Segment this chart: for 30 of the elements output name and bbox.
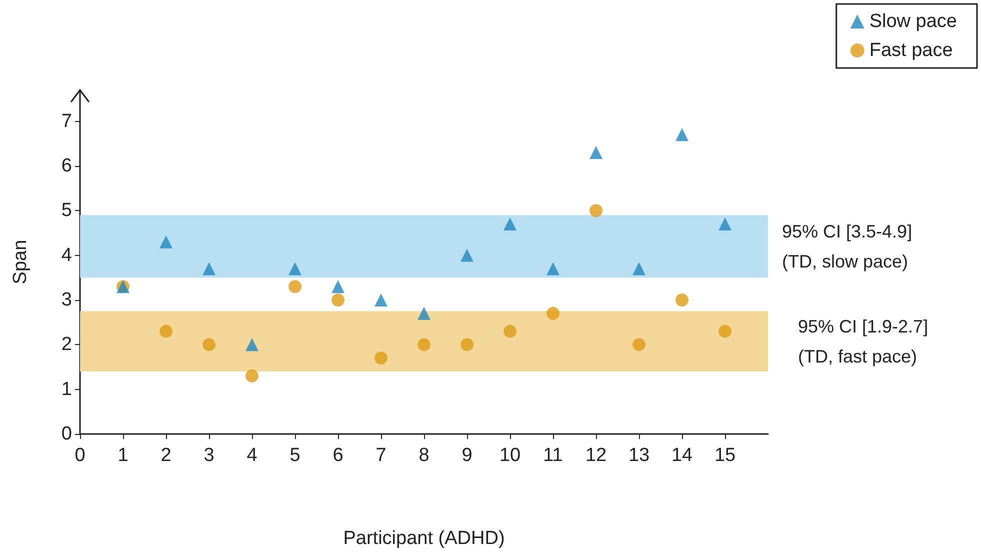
y-tick-label: 0 xyxy=(61,424,72,444)
x-tick-label: 8 xyxy=(418,445,430,466)
x-tick-label: 12 xyxy=(585,445,607,466)
y-tick-label: 1 xyxy=(61,378,72,400)
y-tick-label: 6 xyxy=(61,155,72,176)
y-tick-label: 5 xyxy=(61,200,72,222)
y-tick-label: 2 xyxy=(61,334,72,356)
x-tick-label: 0 xyxy=(74,445,86,466)
legend-label: Slow pace xyxy=(869,11,958,32)
x-tick-label: 5 xyxy=(290,445,300,466)
band-label: 95% CI [1.9-2.7] (TD, fast pace) xyxy=(798,316,928,366)
x-tick-label: 14 xyxy=(671,445,693,466)
x-tick-label: 11 xyxy=(543,445,563,466)
x-tick-label: 7 xyxy=(376,445,386,466)
x-tick-label: 15 xyxy=(714,445,736,466)
legend-label: Fast pace xyxy=(869,40,953,61)
y-axis-title: Span xyxy=(10,240,31,284)
x-tick-label: 9 xyxy=(462,445,472,466)
x-tick-label: 13 xyxy=(628,445,650,466)
y-tick-label: 7 xyxy=(61,110,72,132)
band-label: 95% CI [3.5-4.9] (TD, slow pace) xyxy=(782,221,912,272)
x-tick-label: 4 xyxy=(246,445,258,466)
x-tick-label: 2 xyxy=(160,445,172,466)
x-tick-label: 10 xyxy=(499,445,521,466)
x-tick-label: 6 xyxy=(332,445,344,466)
x-axis-title: Participant (ADHD) xyxy=(343,528,505,549)
y-tick-label: 3 xyxy=(61,289,72,310)
x-tick-label: 3 xyxy=(204,445,214,466)
y-tick-label: 4 xyxy=(61,244,72,266)
x-tick-label: 1 xyxy=(118,445,128,466)
